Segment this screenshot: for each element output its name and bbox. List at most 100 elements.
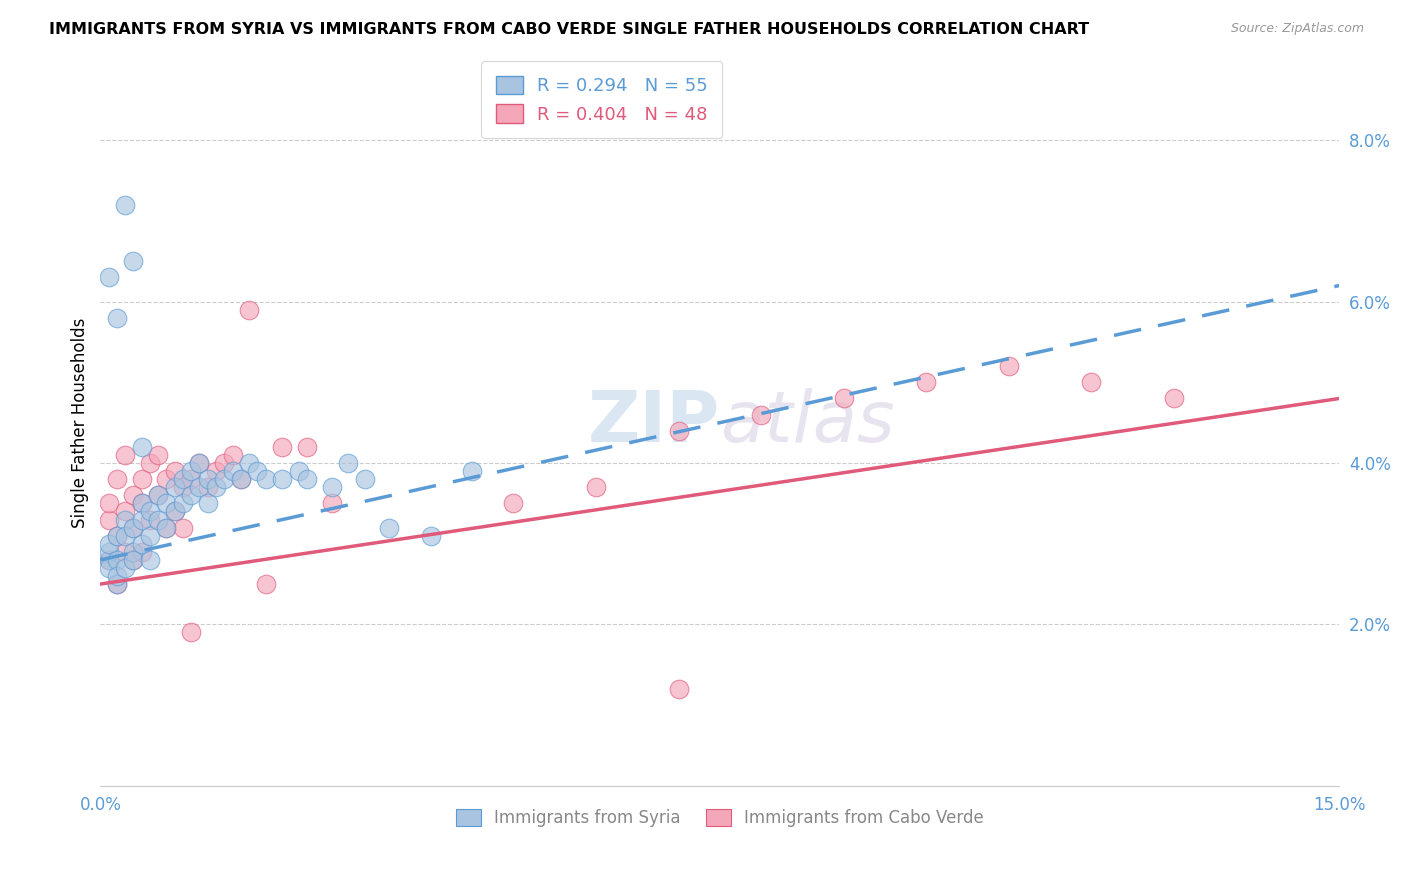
Text: atlas: atlas — [720, 388, 894, 458]
Point — [105, 310, 128, 325]
Point — [97, 496, 120, 510]
Point — [105, 553, 128, 567]
Point — [188, 480, 211, 494]
Point — [105, 569, 128, 583]
Point — [97, 537, 120, 551]
Point — [163, 480, 186, 494]
Point — [131, 545, 153, 559]
Point — [155, 472, 177, 486]
Point — [212, 456, 235, 470]
Point — [1080, 376, 1102, 390]
Point — [461, 464, 484, 478]
Point — [114, 545, 136, 559]
Point — [172, 472, 194, 486]
Point — [271, 472, 294, 486]
Point — [163, 464, 186, 478]
Point — [122, 520, 145, 534]
Point — [180, 625, 202, 640]
Point — [155, 496, 177, 510]
Point — [246, 464, 269, 478]
Point — [114, 529, 136, 543]
Point — [105, 472, 128, 486]
Point — [668, 681, 690, 696]
Text: IMMIGRANTS FROM SYRIA VS IMMIGRANTS FROM CABO VERDE SINGLE FATHER HOUSEHOLDS COR: IMMIGRANTS FROM SYRIA VS IMMIGRANTS FROM… — [49, 22, 1090, 37]
Point — [122, 254, 145, 268]
Point — [139, 512, 162, 526]
Point — [131, 537, 153, 551]
Point — [419, 529, 441, 543]
Point — [254, 472, 277, 486]
Point — [131, 496, 153, 510]
Point — [832, 392, 855, 406]
Point — [205, 480, 228, 494]
Point — [105, 577, 128, 591]
Y-axis label: Single Father Households: Single Father Households — [72, 318, 89, 528]
Point — [114, 504, 136, 518]
Point — [197, 480, 219, 494]
Point — [105, 577, 128, 591]
Point — [122, 553, 145, 567]
Point — [321, 496, 343, 510]
Point — [188, 456, 211, 470]
Point — [122, 545, 145, 559]
Point — [321, 480, 343, 494]
Text: Source: ZipAtlas.com: Source: ZipAtlas.com — [1230, 22, 1364, 36]
Point — [97, 561, 120, 575]
Point — [105, 529, 128, 543]
Point — [146, 448, 169, 462]
Point — [1163, 392, 1185, 406]
Point — [180, 488, 202, 502]
Point — [197, 496, 219, 510]
Point — [172, 496, 194, 510]
Point — [998, 359, 1021, 374]
Point — [668, 424, 690, 438]
Point — [122, 553, 145, 567]
Point — [131, 512, 153, 526]
Point — [139, 504, 162, 518]
Point — [163, 504, 186, 518]
Point — [97, 553, 120, 567]
Point — [197, 472, 219, 486]
Point — [146, 512, 169, 526]
Legend: Immigrants from Syria, Immigrants from Cabo Verde: Immigrants from Syria, Immigrants from C… — [447, 801, 993, 836]
Point — [139, 456, 162, 470]
Point — [97, 512, 120, 526]
Point — [114, 448, 136, 462]
Point — [229, 472, 252, 486]
Point — [353, 472, 375, 486]
Point — [295, 440, 318, 454]
Point — [221, 464, 243, 478]
Point — [105, 529, 128, 543]
Point — [254, 577, 277, 591]
Point — [212, 472, 235, 486]
Point — [238, 456, 260, 470]
Point — [749, 408, 772, 422]
Point — [205, 464, 228, 478]
Text: ZIP: ZIP — [588, 388, 720, 458]
Point — [155, 520, 177, 534]
Point — [139, 529, 162, 543]
Point — [114, 512, 136, 526]
Point — [122, 520, 145, 534]
Point — [172, 520, 194, 534]
Point — [238, 302, 260, 317]
Point — [287, 464, 309, 478]
Point — [97, 545, 120, 559]
Point — [155, 520, 177, 534]
Point — [146, 488, 169, 502]
Point — [180, 464, 202, 478]
Point — [163, 504, 186, 518]
Point — [337, 456, 360, 470]
Point — [271, 440, 294, 454]
Point — [131, 440, 153, 454]
Point — [139, 553, 162, 567]
Point — [146, 488, 169, 502]
Point — [131, 472, 153, 486]
Point — [180, 472, 202, 486]
Point — [295, 472, 318, 486]
Point — [122, 488, 145, 502]
Point — [188, 456, 211, 470]
Point — [502, 496, 524, 510]
Point — [114, 561, 136, 575]
Point — [131, 496, 153, 510]
